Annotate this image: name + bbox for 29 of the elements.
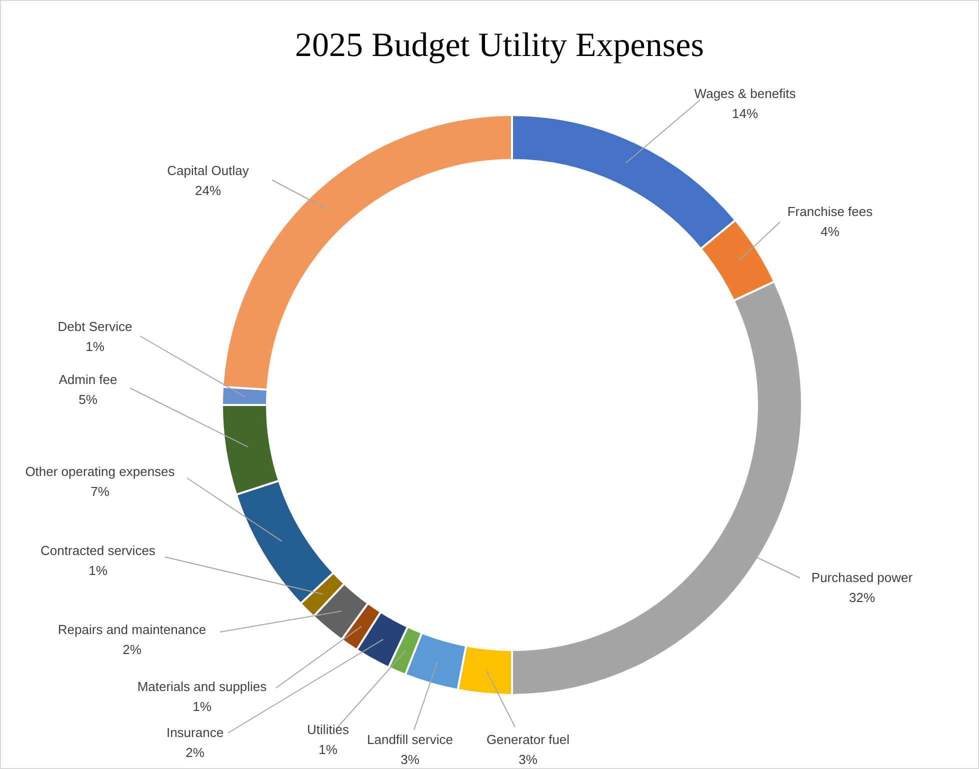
data-label: 4% — [820, 224, 840, 239]
data-label: 1% — [86, 339, 105, 354]
chart-title: 2025 Budget Utility Expenses — [295, 27, 704, 64]
data-label: 14% — [732, 106, 758, 121]
data-label: 2% — [122, 642, 142, 657]
data-label: 1% — [88, 563, 108, 578]
slice-label: Materials and supplies — [137, 679, 268, 694]
slice-label: Contracted services — [40, 543, 156, 558]
slice-label: Landfill service — [367, 732, 453, 747]
data-label: 7% — [90, 484, 110, 499]
data-label: 1% — [192, 699, 212, 714]
data-label: 1% — [318, 742, 338, 757]
slice-label: Capital Outlay — [167, 163, 250, 178]
slice-label: Other operating expenses — [25, 464, 176, 479]
slice-label: Franchise fees — [787, 204, 874, 219]
data-label: 24% — [194, 183, 222, 198]
slice-label: Debt Service — [58, 319, 132, 334]
data-label: 3% — [518, 752, 538, 767]
slice-label: Wages & benefits — [694, 86, 796, 101]
slice-label: Generator fuel — [486, 732, 570, 747]
slice-label: Repairs and maintenance — [58, 622, 206, 637]
slice-label: Utilities — [307, 722, 350, 737]
data-label: 32% — [848, 590, 876, 605]
data-label: 2% — [186, 745, 205, 760]
data-label: 3% — [400, 752, 420, 767]
data-label: 5% — [78, 392, 98, 407]
slice-label: Admin fee — [58, 372, 118, 387]
slice-label: Insurance — [166, 725, 224, 740]
slice-label: Purchased power — [811, 570, 914, 585]
